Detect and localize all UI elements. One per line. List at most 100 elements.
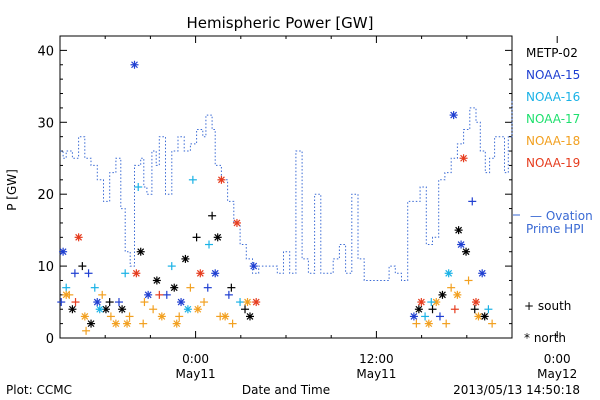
south-point <box>450 305 459 314</box>
south-point <box>427 298 436 307</box>
y-tick-label: 10 <box>37 260 54 275</box>
south-point <box>186 283 195 292</box>
north-point <box>459 154 468 163</box>
south-point <box>188 175 197 184</box>
north-point <box>170 283 179 292</box>
north-point <box>68 305 77 314</box>
north-point <box>414 305 423 314</box>
north-point <box>93 298 102 307</box>
north-point <box>118 305 127 314</box>
south-point <box>121 269 130 278</box>
y-axis: 0 10 20 30 40 <box>37 35 512 347</box>
north-point <box>136 247 145 256</box>
south-point <box>236 298 245 307</box>
north-point <box>249 262 258 271</box>
satellite-points <box>57 60 497 335</box>
south-point <box>208 211 217 220</box>
legend-satellite-noaa-17: NOAA-17 <box>526 112 580 126</box>
x-tick-date-label: May11 <box>176 367 216 381</box>
x-tick-date-label: May12 <box>537 367 577 381</box>
x-tick-time-label: 0:00 <box>182 352 209 366</box>
x-tick-date-label: May11 <box>356 367 396 381</box>
south-point <box>228 319 237 328</box>
legend: METP-02 NOAA-15 NOAA-16 NOAA-17 NOAA-18 NOAA-… <box>513 46 593 345</box>
north-point <box>111 319 120 328</box>
north-point <box>144 290 153 299</box>
north-point <box>59 247 68 256</box>
south-point <box>90 283 99 292</box>
ovation-line <box>60 100 513 281</box>
ovation-series <box>60 100 513 281</box>
south-point <box>175 312 184 321</box>
south-point <box>484 305 493 314</box>
north-point <box>217 175 226 184</box>
north-point <box>454 226 463 235</box>
south-point <box>488 319 497 328</box>
north-point <box>417 298 426 307</box>
north-point <box>444 269 453 278</box>
legend-satellite-noaa-18: NOAA-18 <box>526 134 580 148</box>
south-point <box>78 262 87 271</box>
plot-credit: Plot: CCMC <box>6 383 72 397</box>
south-point <box>200 298 209 307</box>
south-point <box>227 283 236 292</box>
north-point <box>193 305 202 314</box>
south-point <box>205 240 214 249</box>
south-point <box>428 305 437 314</box>
south-point <box>464 276 473 285</box>
north-point <box>462 247 471 256</box>
south-point <box>105 298 114 307</box>
south-point <box>140 298 149 307</box>
x-tick-time-label: 0:00 <box>544 352 571 366</box>
south-point <box>412 319 421 328</box>
x-axis: 0:00May1112:00May110:00May1212:00May120:… <box>104 36 577 381</box>
south-point <box>470 305 479 314</box>
north-point <box>243 298 252 307</box>
south-point <box>106 312 115 321</box>
south-point <box>192 233 201 242</box>
north-point <box>449 111 458 120</box>
north-point <box>409 312 418 321</box>
south-point <box>447 283 456 292</box>
north-point <box>480 312 489 321</box>
north-point <box>152 276 161 285</box>
north-point <box>471 298 480 307</box>
x-axis-label: Date and Time <box>242 383 330 397</box>
north-point <box>478 269 487 278</box>
south-point <box>167 262 176 271</box>
north-point <box>172 319 181 328</box>
south-point <box>71 298 80 307</box>
y-tick-label: 20 <box>37 188 54 203</box>
y-tick-label: 30 <box>37 116 54 131</box>
x-tick-time-label: 12:00 <box>359 352 394 366</box>
north-point <box>87 319 96 328</box>
north-point <box>424 319 433 328</box>
south-point <box>203 283 212 292</box>
north-point <box>181 254 190 263</box>
south-point <box>162 290 171 299</box>
legend-ovation-line2: Prime HPI <box>526 222 584 236</box>
north-point <box>245 312 254 321</box>
legend-marker-south: + south <box>524 299 571 313</box>
south-point <box>114 298 123 307</box>
south-point <box>241 305 250 314</box>
north-point <box>453 290 462 299</box>
south-point <box>216 312 225 321</box>
north-point <box>438 290 447 299</box>
north-point <box>177 298 186 307</box>
north-point <box>196 269 205 278</box>
north-point <box>130 60 139 69</box>
chart-title: Hemispheric Power [GW] <box>187 14 374 32</box>
y-tick-label: 0 <box>46 332 54 347</box>
north-point <box>232 218 241 227</box>
north-point <box>211 269 220 278</box>
north-point <box>80 312 89 321</box>
south-point <box>442 319 451 328</box>
south-point <box>224 290 233 299</box>
legend-satellite-noaa-16: NOAA-16 <box>526 90 580 104</box>
north-point <box>95 305 104 314</box>
north-point <box>62 290 71 299</box>
north-point <box>213 233 222 242</box>
south-point <box>125 312 134 321</box>
north-point <box>183 305 192 314</box>
